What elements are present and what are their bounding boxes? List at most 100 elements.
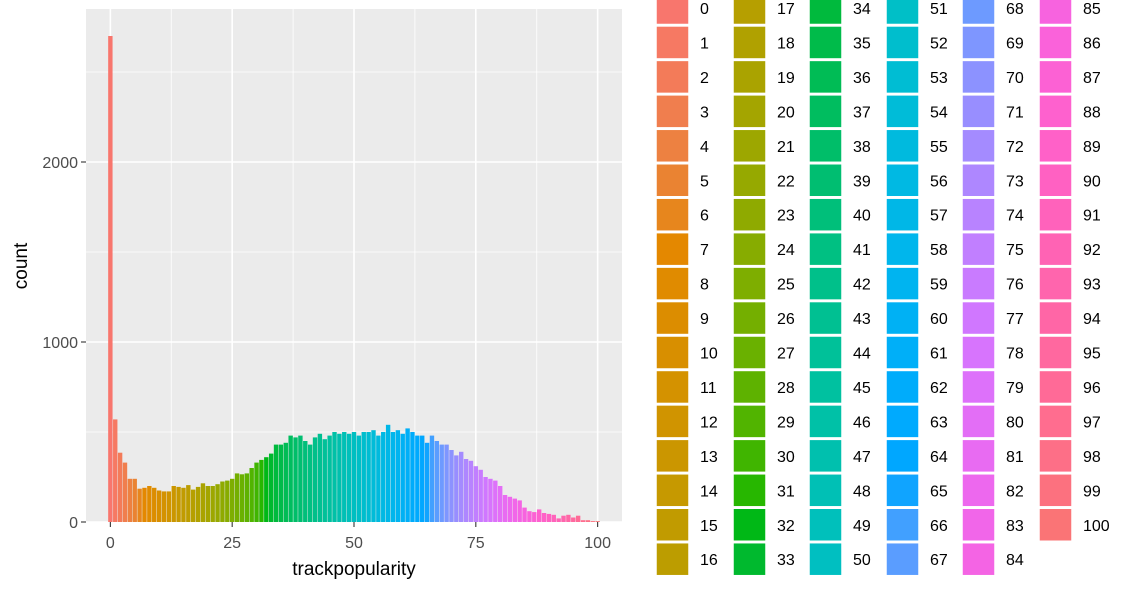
legend-key	[732, 335, 767, 370]
legend-label: 0	[700, 1, 709, 18]
legend-key	[655, 163, 690, 198]
bar	[234, 473, 240, 522]
bar	[512, 498, 517, 522]
legend-label: 64	[930, 449, 948, 466]
legend-key	[885, 25, 920, 60]
y-axis: 0 1000 2000	[42, 155, 86, 532]
legend-label: 93	[1083, 277, 1101, 294]
legend-key	[732, 266, 767, 301]
bar	[346, 433, 352, 522]
legend-key	[732, 94, 767, 129]
bar	[337, 433, 342, 522]
legend-key	[885, 507, 920, 542]
bar	[541, 513, 547, 522]
legend-label: 95	[1083, 346, 1101, 363]
legend-label: 82	[1006, 483, 1024, 500]
legend-key	[655, 541, 690, 577]
x-tick-label: 0	[106, 535, 115, 552]
x-tick-label: 25	[223, 535, 241, 552]
legend-label: 39	[853, 173, 871, 190]
bar	[381, 432, 386, 522]
bar	[327, 435, 332, 522]
legend-key	[655, 300, 690, 336]
bar	[415, 435, 420, 522]
legend-key	[655, 128, 690, 164]
bar	[181, 487, 186, 522]
bar	[390, 432, 396, 522]
legend-label: 15	[700, 518, 718, 535]
legend-key	[808, 507, 843, 542]
legend-key	[1038, 300, 1073, 336]
legend-label: 61	[930, 346, 948, 363]
legend-key	[1038, 369, 1073, 405]
bar	[142, 487, 147, 522]
legend-key	[885, 197, 920, 232]
legend-label: 28	[777, 380, 795, 397]
legend-label: 98	[1083, 449, 1101, 466]
legend-key	[1038, 25, 1073, 60]
bar	[283, 442, 288, 522]
legend-label: 100	[1083, 518, 1110, 535]
legend-key	[961, 25, 996, 60]
bar	[161, 491, 167, 522]
bar	[546, 513, 552, 522]
bar	[288, 435, 293, 522]
legend-key	[885, 59, 920, 95]
legend-label: 66	[930, 518, 948, 535]
legend-label: 46	[853, 414, 871, 431]
legend-label: 5	[700, 173, 709, 190]
legend-label: 84	[1006, 552, 1024, 569]
legend-key	[732, 231, 767, 267]
legend-label: 65	[930, 483, 948, 500]
legend-label: 35	[853, 35, 871, 52]
bar	[186, 485, 191, 522]
legend-key	[655, 266, 690, 301]
bar	[483, 477, 488, 522]
legend-label: 97	[1083, 414, 1101, 431]
legend-key	[961, 59, 996, 95]
bar	[273, 444, 279, 522]
legend-key	[885, 231, 920, 267]
bar	[127, 478, 133, 522]
legend-label: 18	[777, 35, 795, 52]
legend-key	[732, 300, 767, 336]
bar	[264, 457, 269, 522]
legend-key	[1038, 94, 1073, 129]
bar	[536, 509, 542, 522]
legend-key	[808, 25, 843, 60]
legend-key	[655, 507, 690, 542]
bar	[259, 459, 264, 522]
legend-key	[1038, 128, 1073, 164]
bar	[249, 468, 254, 522]
legend-label: 21	[777, 139, 795, 156]
legend-key	[655, 335, 690, 370]
legend-key	[885, 541, 920, 577]
legend-label: 9	[700, 311, 709, 328]
legend-label: 45	[853, 380, 871, 397]
legend-key	[961, 266, 996, 301]
legend-label: 51	[930, 1, 948, 18]
bar	[332, 432, 337, 522]
bar	[468, 460, 474, 522]
legend-label: 50	[853, 552, 871, 569]
legend-label: 3	[700, 104, 709, 121]
legend-key	[732, 541, 767, 577]
legend-label: 44	[853, 346, 871, 363]
legend-key	[885, 163, 920, 198]
legend-key	[808, 0, 843, 26]
legend-key	[1038, 266, 1073, 301]
legend-label: 7	[700, 242, 709, 259]
legend-key	[655, 94, 690, 129]
legend-label: 94	[1083, 311, 1101, 328]
legend-key	[732, 25, 767, 60]
bar	[444, 444, 449, 522]
legend-label: 34	[853, 1, 871, 18]
legend-key	[961, 541, 996, 577]
legend-key	[808, 163, 843, 198]
bar	[366, 432, 371, 522]
bar	[566, 514, 571, 522]
bar	[278, 444, 284, 522]
legend-label: 58	[930, 242, 948, 259]
bar	[171, 486, 176, 522]
